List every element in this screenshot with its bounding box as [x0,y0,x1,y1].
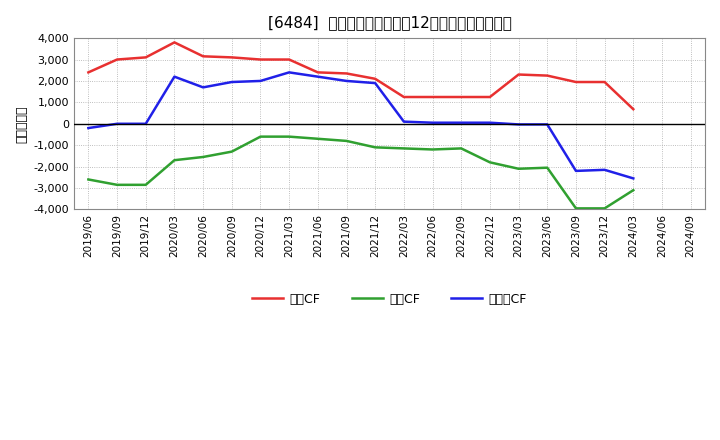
投資CF [256,134,265,139]
フリーCF [256,78,265,84]
営業CF [572,79,580,84]
Line: 営業CF: 営業CF [89,42,634,109]
営業CF [543,73,552,78]
投資CF [428,147,437,152]
フリーCF [629,176,638,181]
Title: [6484]  キャッシュフローの12か月移動合計の推移: [6484] キャッシュフローの12か月移動合計の推移 [268,15,511,30]
投資CF [371,145,379,150]
営業CF [256,57,265,62]
投資CF [485,160,494,165]
営業CF [170,40,179,45]
投資CF [572,206,580,211]
フリーCF [485,120,494,125]
フリーCF [342,78,351,84]
営業CF [313,70,322,75]
営業CF [342,71,351,76]
フリーCF [600,167,609,172]
投資CF [170,158,179,163]
フリーCF [141,121,150,126]
投資CF [199,154,207,160]
営業CF [113,57,122,62]
営業CF [199,54,207,59]
営業CF [371,76,379,81]
Line: 投資CF: 投資CF [89,137,634,209]
投資CF [629,187,638,193]
投資CF [84,177,93,182]
営業CF [141,55,150,60]
投資CF [228,149,236,154]
フリーCF [170,74,179,79]
フリーCF [428,120,437,125]
投資CF [285,134,294,139]
営業CF [485,94,494,99]
投資CF [342,138,351,143]
フリーCF [84,125,93,131]
営業CF [228,55,236,60]
投資CF [141,182,150,187]
営業CF [457,94,466,99]
フリーCF [199,85,207,90]
投資CF [514,166,523,172]
フリーCF [228,79,236,84]
Line: フリーCF: フリーCF [89,72,634,178]
Y-axis label: （百万円）: （百万円） [15,105,28,143]
フリーCF [400,119,408,124]
フリーCF [514,122,523,127]
営業CF [84,70,93,75]
フリーCF [313,74,322,79]
営業CF [285,57,294,62]
フリーCF [572,168,580,173]
フリーCF [457,120,466,125]
投資CF [543,165,552,170]
投資CF [457,146,466,151]
投資CF [313,136,322,141]
営業CF [514,72,523,77]
フリーCF [285,70,294,75]
投資CF [400,146,408,151]
営業CF [600,79,609,84]
営業CF [629,106,638,112]
営業CF [428,94,437,99]
フリーCF [113,121,122,126]
Legend: 営業CF, 投資CF, フリーCF: 営業CF, 投資CF, フリーCF [247,288,532,311]
投資CF [600,206,609,211]
フリーCF [543,122,552,127]
投資CF [113,182,122,187]
営業CF [400,94,408,99]
フリーCF [371,81,379,86]
